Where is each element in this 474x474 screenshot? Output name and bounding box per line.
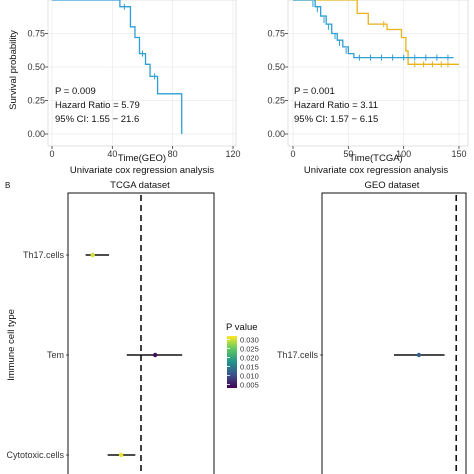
forest-plot-tcga: TCGA dataset Th17.cells Tem Cytotoxic.cell…: [6, 180, 215, 474]
y-tick-label: 0.00: [267, 129, 285, 139]
y-tick-label: 0.50: [267, 62, 285, 72]
panel-label-b: B: [5, 181, 10, 190]
legend-colorbar: [227, 336, 237, 388]
x-tick-label: 50: [343, 149, 353, 159]
km-tcga-xlabel: Time(TCGA): [349, 153, 402, 164]
km-tcga-subtitle: Univariate cox regression analysis: [304, 165, 448, 176]
km-tcga-hazard-ratio: Hazard Ratio = 3.11: [294, 100, 378, 111]
x-tick-label: 100: [396, 149, 411, 159]
row-label: Th17.cells: [23, 250, 65, 260]
x-tick-label: 150: [451, 149, 466, 159]
y-tick-label: 0.75: [27, 29, 45, 39]
estimate-point-Th17.cells: [90, 252, 95, 258]
x-tick-label: 120: [225, 149, 240, 159]
km-tcga-curves: [293, 0, 459, 68]
km-plot-geo: 0 40 80 120 0.00 0.25 0.50 0.75 P = 0.009 Hazar…: [8, 0, 241, 176]
x-tick-label: 40: [107, 149, 117, 159]
km-geo-grid: [48, 0, 236, 146]
legend-tick-label: 0.015: [240, 362, 259, 371]
estimate-point-Th17.cells: [416, 352, 422, 358]
x-tick-label: 80: [168, 149, 178, 159]
km-tcga-ci: 95% CI: 1.57 − 6.15: [294, 114, 378, 125]
x-tick-label: 0: [49, 149, 54, 159]
legend-title: P value: [226, 322, 258, 333]
estimate-point-Cytotoxic.cells: [118, 452, 124, 458]
x-tick-label: 0: [290, 149, 295, 159]
legend-tick-label: 0.010: [240, 371, 259, 380]
km-geo-subtitle: Univariate cox regression analysis: [70, 165, 214, 176]
y-tick-label: 0.50: [27, 62, 45, 72]
estimate-point-Tem: [153, 352, 158, 358]
km-geo-ylabel: Survival probability: [8, 30, 19, 110]
y-tick-label: 0.25: [27, 96, 45, 106]
km-geo-ci: 95% CI: 1.55 − 21.6: [55, 114, 139, 125]
km-tcga-grid: [288, 0, 468, 146]
km-geo-ticks: 0 40 80 120 0.00 0.25 0.50 0.75: [27, 29, 240, 160]
km-tcga-ticks: 0 50 100 150 0.00 0.25 0.50 0.75: [267, 29, 466, 160]
legend-tick-label: 0.025: [240, 345, 259, 354]
forest-tcga-ylabel: Immune cell type: [6, 309, 17, 381]
legend-tick-label: 0.030: [240, 336, 259, 345]
km-geo-hazard-ratio: Hazard Ratio = 5.79: [55, 100, 140, 111]
km-geo-curves: [52, 0, 183, 134]
row-label: Cytotoxic.cells: [6, 450, 64, 460]
km-geo-panel-background: [47, 0, 237, 147]
km-tcga-panel-background: [287, 0, 469, 147]
legend-tick-label: 0.020: [240, 354, 259, 363]
y-tick-label: 0.25: [267, 96, 285, 106]
row-label: Tem: [47, 350, 64, 360]
km-plot-tcga: 0 50 100 150 0.00 0.25 0.50 0.75 P = 0.001 Haza…: [267, 0, 469, 176]
forest-geo-marks: Th17.cells: [277, 195, 458, 474]
y-tick-label: 0.75: [267, 29, 285, 39]
forest-plot-geo: GEO dataset Th17.cells: [277, 180, 467, 474]
legend-tick-label: 0.005: [240, 380, 259, 389]
km-geo-xlabel: Time(GEO): [118, 153, 166, 164]
km-series-0-line: [52, 0, 183, 134]
y-tick-label: 0.00: [27, 129, 45, 139]
forest-tcga-marks: Th17.cells Tem Cytotoxic.cells: [6, 195, 183, 474]
forest-geo-frame: [321, 192, 467, 474]
km-tcga-p-value: P = 0.001: [294, 86, 335, 97]
forest-tcga-title: TCGA dataset: [110, 180, 170, 191]
km-series-1-line: [293, 0, 454, 59]
forest-tcga-frame: [67, 192, 215, 474]
km-series-0-line: [293, 0, 459, 65]
forest-geo-title: GEO dataset: [365, 180, 420, 191]
km-geo-p-value: P = 0.009: [55, 86, 96, 97]
row-label: Th17.cells: [277, 350, 319, 360]
